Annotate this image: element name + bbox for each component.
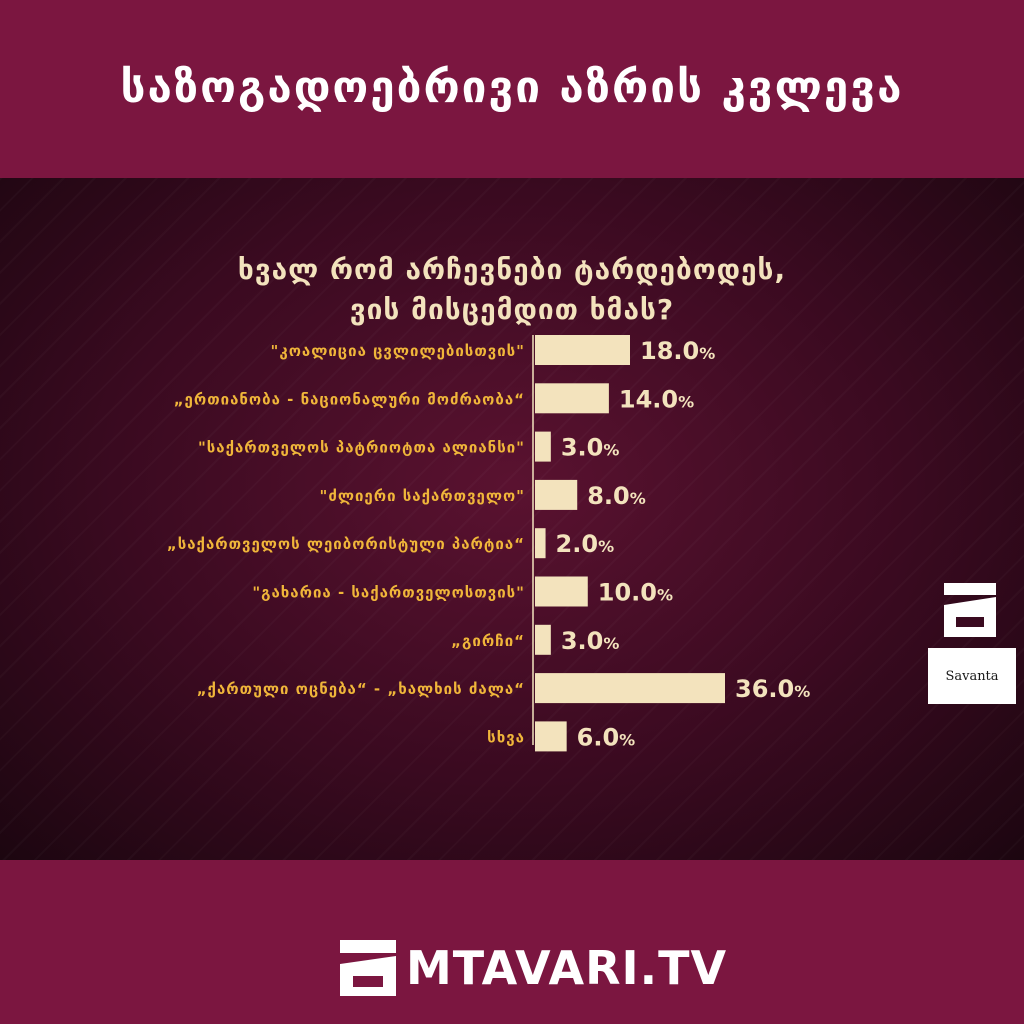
data-label: 3.0% [561,627,620,655]
bar [535,624,551,655]
bar [535,479,578,510]
bar [535,528,546,559]
mtavari-brand-icon [340,940,396,996]
bar [535,721,567,752]
data-label: 14.0% [619,385,694,413]
category-label: "საქართველოს პატრიოტთა ალიანსი" [198,439,525,457]
brand-logo: MTAVARI.TV [340,940,727,996]
chart-title-line-2: ვის მისცემდით ხმას? [349,293,675,326]
data-label: 36.0% [735,675,810,703]
category-label: „ქართული ოცნება“ - „ხალხის ძალა“ [197,680,525,698]
category-label: "ძლიერი საქართველო" [320,487,525,505]
data-label: 3.0% [561,434,620,462]
bar [535,335,630,365]
bar [535,576,588,607]
mtavari-logo-icon [944,583,996,637]
data-label: 8.0% [587,482,646,510]
category-label: „საქართველოს ლეიბორისტული პარტია“ [167,535,525,553]
chart-panel [0,178,1024,860]
data-label: 10.0% [598,579,673,607]
data-label: 2.0% [556,530,615,558]
header-band [0,0,1024,178]
category-label: "კოალიცია ცვლილებისთვის" [271,342,525,360]
category-label: სხვა [487,728,525,746]
footer-band [0,860,1024,1024]
category-label: „ერთიანობა - ნაციონალური მოძრაობა“ [174,390,525,408]
category-label: "გახარია - საქართველოსთვის" [252,584,525,602]
chart-title: ხვალ რომ არჩევნები ტარდებოდეს, ვის მისცე… [0,250,1024,330]
bar [535,431,551,462]
chart-title-line-1: ხვალ რომ არჩევნები ტარდებოდეს, [237,253,787,286]
data-label: 6.0% [577,723,636,751]
page-title: საზოგადოებრივი აზრის კვლევა [120,62,904,113]
category-label: „გირჩი“ [451,632,525,650]
savanta-logo-text: Savanta [945,668,999,684]
brand-name: MTAVARI.TV [406,941,728,995]
bar [535,383,609,414]
data-label: 18.0% [640,337,715,365]
bar [535,673,725,704]
savanta-logo: Savanta [928,648,1016,704]
